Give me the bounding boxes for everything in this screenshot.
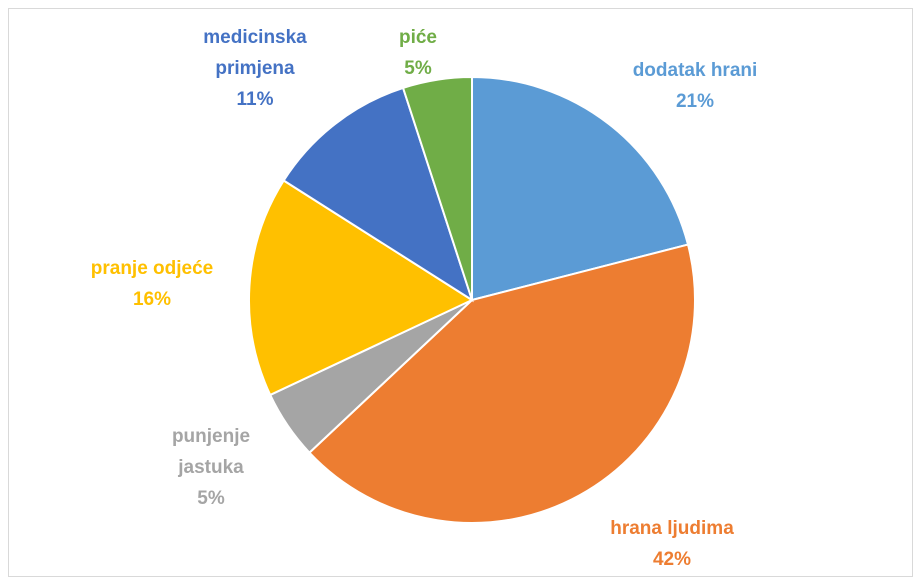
category-label: punjenje jastuka bbox=[171, 426, 251, 478]
value-label: 21% bbox=[675, 91, 715, 112]
pie-slice bbox=[471, 75, 690, 302]
pie-slice bbox=[308, 243, 696, 524]
data-label: punjenje jastuka 5% bbox=[151, 421, 271, 514]
value-label: 11% bbox=[236, 89, 274, 110]
value-label: 5% bbox=[404, 58, 432, 79]
category-label: dodatak hrani bbox=[632, 60, 758, 81]
pie-slice bbox=[401, 75, 473, 301]
data-label: medicinska primjena 11% bbox=[190, 22, 320, 115]
category-label: hrana ljudima bbox=[610, 518, 734, 539]
data-label: piće 5% bbox=[378, 22, 458, 84]
pie-slice bbox=[248, 179, 475, 397]
value-label: 42% bbox=[652, 549, 692, 570]
data-label: pranje odjeće 16% bbox=[52, 253, 252, 315]
category-label: pranje odjeće bbox=[90, 258, 214, 279]
data-label: hrana ljudima 42% bbox=[562, 513, 782, 575]
category-label: medicinska primjena bbox=[203, 27, 307, 79]
chart-frame bbox=[8, 8, 913, 577]
value-label: 5% bbox=[197, 488, 225, 509]
pie-slice bbox=[282, 86, 474, 303]
data-label: dodatak hrani 21% bbox=[585, 55, 805, 117]
value-label: 16% bbox=[132, 289, 172, 310]
category-label: piće bbox=[398, 27, 438, 48]
